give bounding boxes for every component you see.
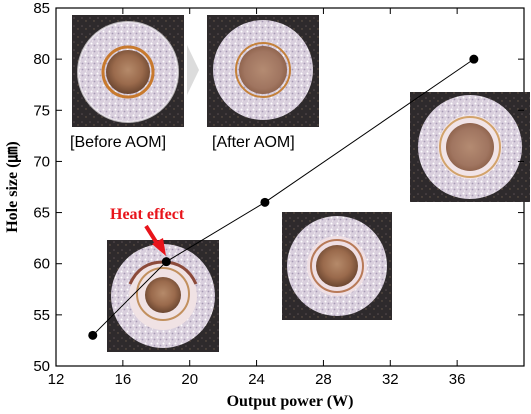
x-tick-label-6: 36 [449, 371, 466, 388]
x-tick-label-3: 24 [248, 371, 265, 388]
y-tick-label-0: 50 [33, 358, 50, 375]
annotation-arrow [144, 224, 166, 256]
axes-layer: 12 16 20 24 28 32 36 50 55 60 65 70 75 80 85 [33, 0, 524, 388]
data-point-1 [161, 257, 171, 267]
transition-arrow [187, 45, 199, 95]
photo-18w [107, 240, 219, 352]
y-tick-label-6: 80 [33, 51, 50, 68]
data-point-2 [260, 197, 270, 207]
y-tick-label-4: 70 [33, 153, 50, 170]
photo-before-aom [72, 15, 184, 127]
y-tick-label-7: 85 [33, 0, 50, 17]
label-after-aom: [After AOM] [212, 134, 295, 151]
x-tick-label-2: 20 [181, 371, 198, 388]
label-before-aom: [Before AOM] [70, 134, 166, 151]
data-point-3 [469, 54, 479, 64]
data-point-0 [88, 330, 98, 340]
x-tick-label-0: 12 [48, 371, 65, 388]
y-tick-label-1: 55 [33, 307, 50, 324]
x-tick-label-5: 32 [382, 371, 399, 388]
series-line-0 [92, 58, 475, 336]
y-tick-label-2: 60 [33, 256, 50, 273]
photo-37w [410, 92, 530, 202]
data-layer [88, 54, 479, 340]
x-tick-label-1: 16 [115, 371, 132, 388]
y-axis-title: Hole size (㎛) [4, 141, 22, 233]
photo-24w [282, 212, 392, 320]
y-tick-label-5: 75 [33, 102, 50, 119]
x-axis-title: Output power (W) [227, 393, 354, 410]
y-tick-label-3: 65 [33, 205, 50, 222]
annotation-heat-effect: Heat effect [110, 206, 185, 223]
x-tick-label-4: 28 [315, 371, 332, 388]
photo-after-aom [207, 15, 319, 127]
